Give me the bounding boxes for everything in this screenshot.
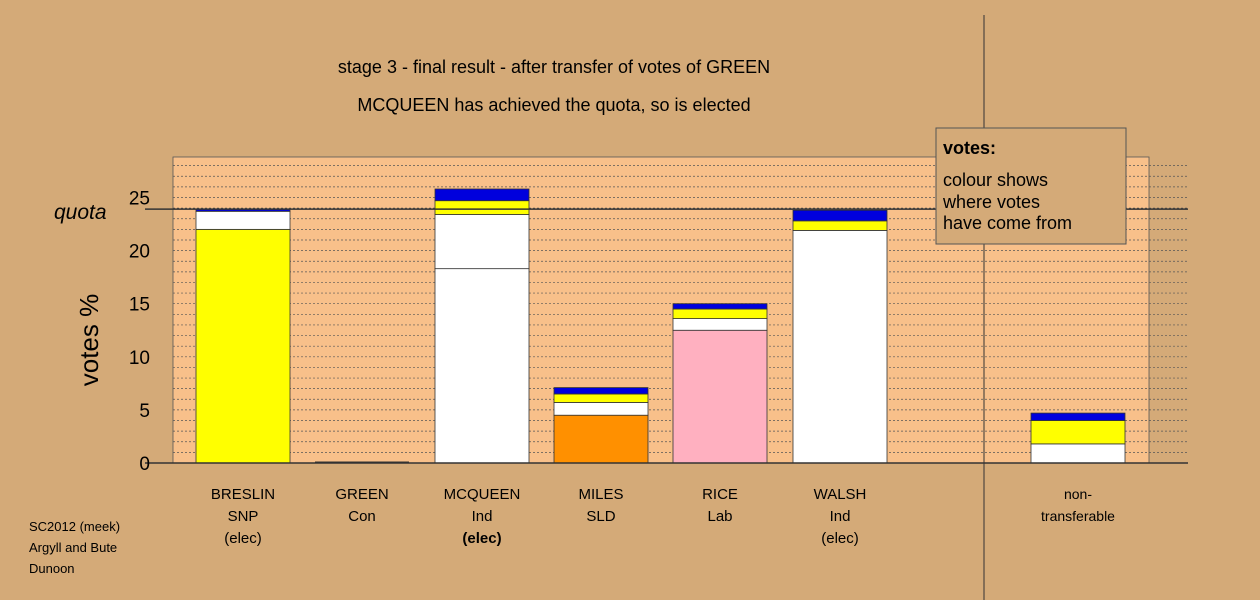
bar-segment [434, 200, 530, 215]
bar-segment [672, 308, 768, 319]
chart-title: stage 3 - final result - after transfer … [338, 57, 770, 77]
category-label: Con [348, 508, 376, 525]
y-tick-label: 15 [129, 295, 150, 316]
bar-segment [434, 188, 530, 202]
category-label: Ind [830, 508, 851, 525]
bar-segment [792, 209, 888, 222]
category-label: transferable [1041, 508, 1115, 524]
footer-line: Argyll and Bute [29, 540, 117, 555]
bar-segment [792, 220, 888, 231]
chart-text: stage 3 - final result - after transfer … [54, 57, 770, 386]
legend-line: have come from [943, 213, 1072, 233]
bar-segment [792, 230, 888, 464]
legend-title: votes: [943, 138, 996, 158]
bars [195, 188, 1126, 464]
category-label: SLD [586, 508, 615, 525]
bar-segment [672, 318, 768, 331]
legend-line: colour shows [943, 170, 1048, 190]
bar-segment [1030, 420, 1126, 445]
bar-segment [672, 303, 768, 310]
footer-line: SC2012 (meek) [29, 519, 120, 534]
category-label: RICE [702, 486, 738, 503]
bar-segment [195, 210, 291, 230]
footer-line: Dunoon [29, 561, 75, 576]
category-label: non- [1064, 486, 1092, 502]
y-tick-label: 0 [139, 454, 150, 475]
bar-segment [672, 329, 768, 464]
bar-segment [195, 228, 291, 464]
y-tick-label: 10 [129, 348, 150, 369]
bar-segment [553, 387, 649, 395]
category-label: MCQUEEN [444, 486, 521, 503]
category-label: SNP [228, 508, 259, 525]
legend: votes: colour shows where votes have com… [935, 127, 1127, 245]
category-label: WALSH [814, 486, 867, 503]
category-label: GREEN [335, 486, 388, 503]
y-tick-label: 25 [129, 189, 150, 210]
category-label: (elec) [224, 530, 262, 547]
legend-line: where votes [942, 192, 1040, 212]
bar-segment [553, 402, 649, 416]
y-axis-label: votes % [74, 294, 104, 387]
bar-segment [434, 268, 530, 464]
category-label: Ind [472, 508, 493, 525]
bar-segment [553, 393, 649, 403]
category-labels: BRESLIN SNP (elec) GREEN Con MCQUEEN Ind (elec)… [211, 486, 1115, 547]
category-label: (elec) [462, 530, 501, 547]
y-tick-label: 20 [129, 242, 150, 263]
bar-segment [553, 414, 649, 464]
y-tick-label: 5 [139, 401, 150, 422]
bar-segment [1030, 443, 1126, 464]
bar-segment [1030, 412, 1126, 421]
category-label: Lab [707, 508, 732, 525]
quota-label: quota [54, 201, 107, 224]
legend-box [935, 127, 1127, 245]
category-label: MILES [578, 486, 623, 503]
category-label: (elec) [821, 530, 859, 547]
chart-subtitle: MCQUEEN has achieved the quota, so is el… [357, 95, 750, 115]
bar-segment [434, 214, 530, 270]
footer-notes: SC2012 (meek) Argyll and Bute Dunoon [29, 519, 120, 576]
category-label: BRESLIN [211, 486, 275, 503]
